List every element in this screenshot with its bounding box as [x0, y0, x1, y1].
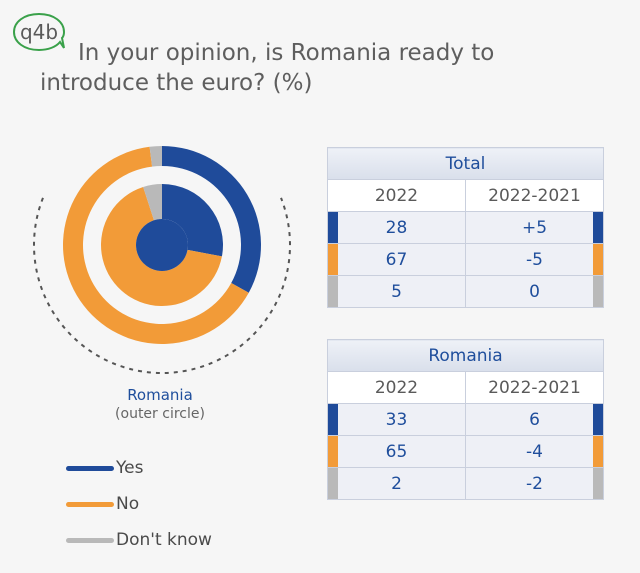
donut-center	[136, 219, 188, 271]
romania-no-2022: 65	[327, 435, 466, 468]
dont-know-marker	[328, 468, 338, 499]
question-tag: q4b	[12, 12, 66, 52]
yes-marker	[328, 212, 338, 243]
table-row: 5 0	[327, 275, 604, 308]
romania-table-title: Romania	[327, 339, 604, 372]
romania-yes-2022: 33	[327, 403, 466, 436]
romania-no-change: -4	[465, 435, 604, 468]
no-marker	[328, 244, 338, 275]
table-row: 65 -4	[327, 435, 604, 468]
no-marker	[593, 436, 603, 467]
no-marker	[328, 436, 338, 467]
donut-chart	[33, 146, 291, 374]
cell-value: 67	[385, 249, 408, 270]
romania-col-2022: 2022	[327, 371, 466, 404]
cell-value: +5	[521, 217, 548, 238]
legend-swatch-no	[66, 501, 114, 507]
legend-swatch-dont-know	[66, 537, 114, 543]
total-dk-2022: 5	[327, 275, 466, 308]
no-marker	[593, 244, 603, 275]
legend-label-dont-know: Don't know	[116, 530, 212, 550]
romania-dk-2022: 2	[327, 467, 466, 500]
legend-swatch-yes	[66, 465, 114, 471]
outer-slice-yes	[162, 146, 261, 293]
romania-col-change: 2022-2021	[465, 371, 604, 404]
cell-value: -5	[526, 249, 543, 270]
romania-table: Romania 2022 2022-2021 33 6 65 -4 2 -2	[327, 339, 604, 500]
legend-label-no: No	[116, 494, 140, 514]
legend-item-yes: Yes	[66, 450, 212, 486]
question-tag-label: q4b	[19, 20, 59, 44]
title-line-2: introduce the euro? (%)	[40, 70, 313, 96]
legend-label-yes: Yes	[116, 458, 144, 478]
cell-value: 28	[385, 217, 408, 238]
yes-marker	[593, 212, 603, 243]
total-table: Total 2022 2022-2021 28 +5 67 -5 5 0	[327, 147, 604, 308]
cell-value: 6	[529, 409, 540, 430]
cell-value: -2	[526, 473, 543, 494]
dont-know-marker	[593, 276, 603, 307]
yes-marker	[328, 404, 338, 435]
chart-caption-sub: (outer circle)	[115, 406, 205, 422]
total-yes-change: +5	[465, 211, 604, 244]
title-line-1: In your opinion, is Romania ready to	[78, 40, 495, 66]
dont-know-marker	[328, 276, 338, 307]
romania-yes-change: 6	[465, 403, 604, 436]
total-col-2022: 2022	[327, 179, 466, 212]
page-title: In your opinion, is Romania ready to int…	[40, 38, 600, 98]
yes-marker	[593, 404, 603, 435]
dont-know-marker	[593, 468, 603, 499]
legend-item-dont-know: Don't know	[66, 522, 212, 558]
legend: Yes No Don't know	[66, 450, 212, 558]
legend-item-no: No	[66, 486, 212, 522]
inner-slice-no	[100, 186, 222, 306]
romania-dk-change: -2	[465, 467, 604, 500]
cell-value: 0	[529, 281, 540, 302]
cell-value: 33	[385, 409, 408, 430]
table-row: 28 +5	[327, 211, 604, 244]
total-table-title: Total	[327, 147, 604, 180]
table-row: 67 -5	[327, 243, 604, 276]
cell-value: 2	[391, 473, 402, 494]
total-no-2022: 67	[327, 243, 466, 276]
inner-slice-dont-know	[143, 184, 162, 221]
chart-caption-name: Romania	[127, 386, 193, 404]
cell-value: 65	[385, 441, 408, 462]
table-row: 2 -2	[327, 467, 604, 500]
total-dk-change: 0	[465, 275, 604, 308]
total-yes-2022: 28	[327, 211, 466, 244]
speech-bubble-icon	[12, 12, 66, 52]
cell-value: 5	[391, 281, 402, 302]
inner-slice-yes	[162, 184, 224, 257]
total-col-change: 2022-2021	[465, 179, 604, 212]
outer-slice-dont-know	[149, 146, 162, 167]
total-no-change: -5	[465, 243, 604, 276]
table-row: 33 6	[327, 403, 604, 436]
cell-value: -4	[526, 441, 543, 462]
